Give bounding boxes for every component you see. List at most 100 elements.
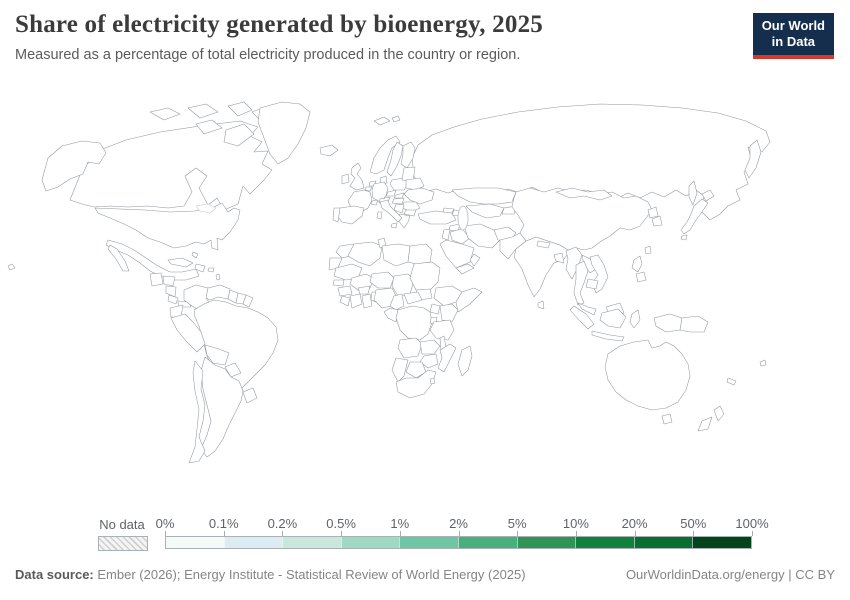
owid-license-link[interactable]: OurWorldinData.org/energy | CC BY [625,567,835,582]
country-svalbard[interactable] [373,116,391,126]
country-canada-arctic-1[interactable] [149,107,181,121]
country-malaysia[interactable] [577,302,597,316]
country-papua-new-guinea[interactable] [679,315,709,333]
country-australia[interactable] [604,339,691,411]
country-ireland[interactable] [341,173,350,185]
country-uk[interactable] [349,162,365,191]
country-kazakhstan[interactable] [451,187,517,205]
country-japan-kyushu[interactable] [680,234,688,241]
legend-bin-9[interactable] [692,537,751,548]
country-new-caledonia[interactable] [726,377,737,386]
country-libya[interactable] [381,243,411,267]
country-angola[interactable] [397,337,423,359]
country-sri-lanka[interactable] [537,300,545,310]
country-uganda[interactable] [429,303,441,315]
country-argentina[interactable] [200,356,244,458]
country-canada[interactable] [69,120,273,211]
country-namibia[interactable] [391,357,409,383]
country-nicaragua[interactable] [165,285,177,298]
country-ukraine[interactable] [403,187,435,205]
country-honduras[interactable] [162,275,176,287]
country-zimbabwe[interactable] [419,353,439,369]
country-bahamas[interactable] [191,251,199,259]
legend-bin-8[interactable] [633,537,693,548]
legend-bin-7[interactable] [575,537,634,548]
country-china[interactable] [511,187,653,251]
country-mexico-baja[interactable] [107,244,130,272]
country-indonesia-papua[interactable] [653,313,683,333]
country-mexico[interactable] [105,239,200,281]
country-svalbard-2[interactable] [391,115,401,123]
country-iraq[interactable] [449,228,471,245]
country-algeria[interactable] [347,241,383,267]
country-iran[interactable] [463,223,501,249]
country-cambodia[interactable] [585,278,599,290]
country-greenland[interactable] [257,101,311,165]
country-philippines-luzon[interactable] [631,255,643,273]
country-central-asia[interactable] [465,203,505,219]
country-french-guiana[interactable] [242,294,254,308]
legend-bin-2[interactable] [282,537,341,548]
country-indonesia-java[interactable] [591,330,625,342]
country-sierra-leone[interactable] [339,295,351,307]
country-australia-tasmania[interactable] [661,413,673,425]
country-taiwan[interactable] [644,245,652,255]
country-hungary[interactable] [391,197,405,205]
country-belarus[interactable] [405,177,425,191]
country-chile[interactable] [188,360,206,464]
country-eswatini[interactable] [429,377,436,385]
country-lesser-antilles[interactable] [215,273,221,281]
country-balkans[interactable] [393,203,405,214]
country-canada-arctic-3[interactable] [195,119,223,135]
country-sudan[interactable] [409,261,441,293]
country-fiji[interactable] [759,359,767,367]
country-mongolia[interactable] [555,187,613,201]
country-canada-baffin[interactable] [223,123,255,147]
country-finland[interactable] [400,141,416,169]
country-bulgaria[interactable] [403,209,417,217]
country-bangladesh[interactable] [553,252,565,264]
country-canada-arctic-4[interactable] [227,101,253,117]
country-canada-arctic-2[interactable] [187,103,219,119]
country-saudi-arabia[interactable] [439,239,475,269]
country-switzerland[interactable] [370,199,379,206]
country-jordan-israel[interactable] [441,228,451,241]
country-congo-gabon[interactable] [383,307,399,323]
country-costa-rica[interactable] [167,294,179,305]
legend-bin-0[interactable] [166,537,224,548]
country-czechia[interactable] [385,189,397,197]
country-russia-sakhalin[interactable] [688,180,698,206]
country-brazil[interactable] [193,299,279,397]
country-denmark[interactable] [379,175,388,185]
country-spain[interactable] [335,205,365,225]
country-new-zealand-south[interactable] [697,416,713,432]
country-burkina-faso[interactable] [357,285,371,295]
country-italy-sicily[interactable] [390,222,398,229]
legend-no-data-swatch[interactable] [98,536,148,551]
country-venezuela[interactable] [205,284,231,301]
country-uruguay[interactable] [242,387,258,404]
country-guatemala[interactable] [149,272,164,287]
country-mali[interactable] [349,273,375,291]
country-central-african-republic[interactable] [403,291,423,305]
country-turkey[interactable] [417,210,457,225]
country-philippines-mindanao[interactable] [635,271,647,283]
country-cuba[interactable] [167,257,194,268]
country-italy[interactable] [379,199,403,223]
country-oman[interactable] [469,253,481,267]
country-slovakia[interactable] [393,192,405,199]
country-somalia[interactable] [455,287,483,313]
country-north-korea[interactable] [647,206,659,219]
country-portugal[interactable] [332,207,341,223]
country-italy-sardinia[interactable] [376,211,383,220]
country-russia-kamchatka[interactable] [744,139,762,179]
country-peru[interactable] [170,313,206,353]
country-new-zealand-north[interactable] [713,405,725,422]
country-botswana[interactable] [405,361,427,379]
country-indonesia-kalimantan[interactable] [599,308,627,329]
country-belgium[interactable] [364,186,373,192]
country-senegal[interactable] [332,279,345,287]
country-thailand[interactable] [573,260,589,306]
country-guinea[interactable] [337,285,353,297]
country-kenya[interactable] [439,303,459,323]
